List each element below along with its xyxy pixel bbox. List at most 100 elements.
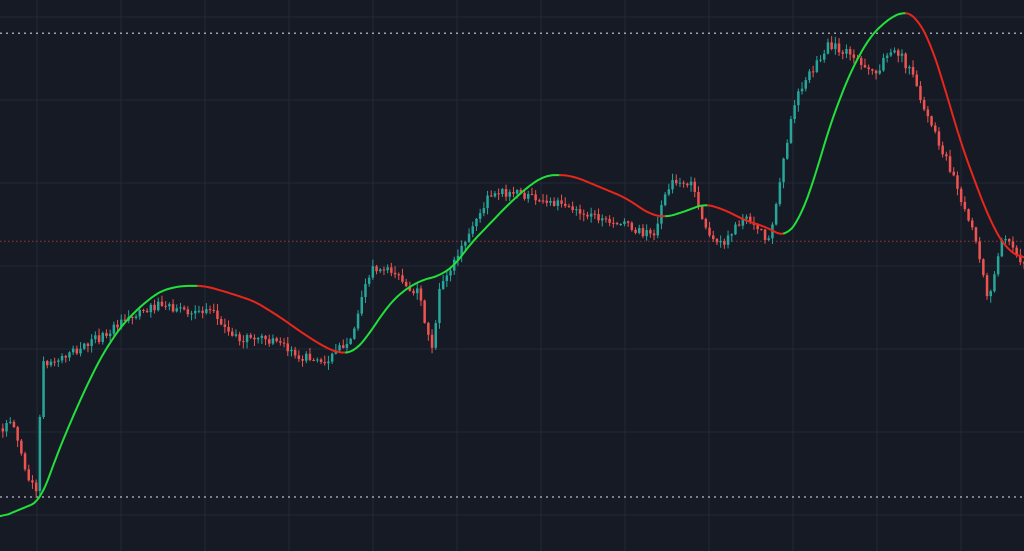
candle-body xyxy=(630,222,634,230)
candle-body xyxy=(330,353,334,362)
candle-body xyxy=(897,50,900,56)
candle-body xyxy=(316,359,319,361)
candle-body xyxy=(153,304,156,311)
candle-body xyxy=(27,469,30,481)
candle-body xyxy=(682,182,685,184)
trend-segment-down xyxy=(905,12,1024,259)
candle-body xyxy=(375,266,378,272)
candle-body xyxy=(597,214,600,221)
candle-body xyxy=(841,52,844,54)
candle-body xyxy=(734,224,737,235)
candle-body xyxy=(763,229,767,240)
candle-body xyxy=(430,334,434,348)
candle-body xyxy=(138,309,141,317)
candle-body xyxy=(686,183,689,186)
candle-body xyxy=(952,171,955,176)
candle-body xyxy=(811,71,815,73)
candle-body xyxy=(649,230,652,234)
candle-body xyxy=(922,100,926,110)
candle-body xyxy=(934,125,937,132)
candle-body xyxy=(242,341,245,343)
candle-body xyxy=(612,222,615,224)
candle-body xyxy=(386,267,389,271)
candle-body xyxy=(160,301,164,306)
candle-body xyxy=(708,227,711,236)
candle-body xyxy=(885,55,889,58)
candle-body xyxy=(823,53,826,60)
candle-body xyxy=(412,290,415,294)
candle-body xyxy=(786,142,789,159)
candle-body xyxy=(874,70,878,74)
candle-body xyxy=(275,338,278,342)
candle-body xyxy=(182,307,186,310)
candle-body xyxy=(238,334,241,342)
candle-body xyxy=(945,154,948,157)
candle-body xyxy=(268,339,271,344)
candle-body xyxy=(926,109,930,117)
candle-body xyxy=(793,105,796,120)
candle-body xyxy=(227,326,230,332)
candle-body xyxy=(882,57,885,71)
candle-body xyxy=(719,240,722,243)
candle-body xyxy=(105,333,108,337)
candle-body xyxy=(456,255,460,260)
trend-segment-down xyxy=(559,174,667,218)
candle-body xyxy=(475,218,478,227)
candle-body xyxy=(560,200,563,204)
candle-body xyxy=(826,42,830,54)
trend-segment-up xyxy=(783,12,907,235)
candle-body xyxy=(893,50,896,53)
candle-body xyxy=(79,348,82,354)
candle-body xyxy=(623,221,626,225)
candle-body xyxy=(974,227,978,242)
candle-body xyxy=(601,218,604,221)
candle-body xyxy=(1022,262,1024,264)
candle-body xyxy=(697,191,700,207)
candle-body xyxy=(741,218,745,226)
candle-body xyxy=(1004,238,1007,241)
candle-body xyxy=(441,281,445,289)
candle-body xyxy=(171,304,175,312)
candle-body xyxy=(279,341,282,343)
candle-body xyxy=(815,60,819,73)
candle-body xyxy=(745,216,748,219)
candle-body xyxy=(1000,240,1004,257)
candle-body xyxy=(586,214,589,217)
candle-body xyxy=(834,43,837,50)
candle-body xyxy=(223,324,227,327)
candle-body xyxy=(401,275,404,282)
candle-body xyxy=(675,180,678,184)
candle-body xyxy=(971,220,974,228)
candle-body xyxy=(867,67,870,70)
candle-body xyxy=(956,175,959,189)
candle-body xyxy=(38,417,42,492)
candle-body xyxy=(959,188,963,202)
candle-body xyxy=(208,309,212,311)
candle-body xyxy=(23,453,27,470)
candle-body xyxy=(545,200,548,203)
candle-body xyxy=(68,352,71,358)
candle-body xyxy=(408,286,412,291)
candle-body xyxy=(941,145,944,155)
candle-body xyxy=(852,54,856,58)
candle-body xyxy=(756,224,759,230)
candle-body xyxy=(845,49,848,54)
candle-body xyxy=(978,241,981,260)
candle-body xyxy=(164,305,167,307)
candle-body xyxy=(253,337,256,340)
candle-body xyxy=(982,259,985,276)
trend-segment-up xyxy=(665,204,709,218)
candle-body xyxy=(367,277,371,284)
candle-body xyxy=(996,256,1000,275)
candle-body xyxy=(512,192,515,194)
candle-body xyxy=(42,361,45,418)
candle-body xyxy=(116,324,119,328)
candle-body xyxy=(101,333,104,342)
candle-body xyxy=(323,362,326,364)
candle-body xyxy=(819,59,822,61)
candle-body xyxy=(689,181,693,186)
candle-body xyxy=(497,193,500,195)
candle-body xyxy=(83,343,86,349)
